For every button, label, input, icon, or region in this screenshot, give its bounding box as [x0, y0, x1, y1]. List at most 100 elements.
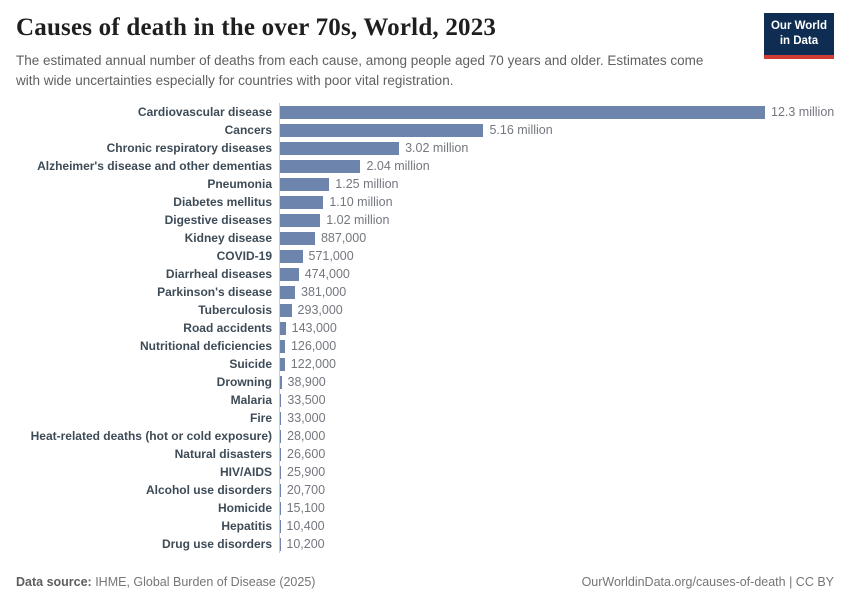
bar-area: 293,000	[279, 301, 834, 319]
bar-area: 28,000	[279, 427, 834, 445]
value-label: 1.02 million	[326, 213, 390, 227]
bar-area: 381,000	[279, 283, 834, 301]
chart-row: Road accidents 143,000	[16, 319, 834, 337]
category-label: Parkinson's disease	[157, 285, 272, 299]
category-label: Heat-related deaths (hot or cold exposur…	[30, 429, 272, 443]
chart-row: Kidney disease 887,000	[16, 229, 834, 247]
bar[interactable]	[280, 213, 321, 227]
value-label: 887,000	[320, 231, 367, 245]
value-label: 2.04 million	[366, 159, 430, 173]
value-label: 571,000	[308, 249, 354, 263]
chart-row: Pneumonia 1.25 million	[16, 175, 834, 193]
category-label: Digestive diseases	[164, 213, 272, 227]
chart-row: Homicide 15,100	[16, 499, 834, 517]
category-label: Malaria	[230, 393, 272, 407]
bar[interactable]	[280, 177, 330, 191]
category-label: Tuberculosis	[198, 303, 272, 317]
bar[interactable]	[280, 285, 296, 299]
category-label: Homicide	[217, 501, 272, 515]
chart-row: Fire 33,000	[16, 409, 834, 427]
data-source: Data source: IHME, Global Burden of Dise…	[16, 575, 315, 589]
value-label: 1.10 million	[329, 195, 393, 209]
bar[interactable]	[280, 141, 400, 155]
bar-area: 126,000	[279, 337, 834, 355]
category-label: Suicide	[229, 357, 272, 371]
bar-chart: Cardiovascular disease 12.3 million Cancer…	[16, 103, 834, 553]
chart-row: Alcohol use disorders 20,700	[16, 481, 834, 499]
category-label: Road accidents	[183, 321, 272, 335]
value-label: 10,200	[286, 537, 325, 551]
category-label: Cancers	[224, 123, 272, 137]
value-label: 38,900	[287, 375, 326, 389]
value-label: 143,000	[291, 321, 337, 335]
value-label: 1.25 million	[335, 177, 399, 191]
bar[interactable]	[280, 267, 299, 281]
page-title: Causes of death in the over 70s, World, …	[16, 14, 497, 41]
bar[interactable]	[280, 303, 292, 317]
bar-area: 1.10 million	[279, 193, 834, 211]
bar-area: 122,000	[279, 355, 834, 373]
bar[interactable]	[280, 393, 282, 407]
category-label: Kidney disease	[184, 231, 272, 245]
chart-row: Suicide 122,000	[16, 355, 834, 373]
bar-area: 10,200	[279, 535, 834, 553]
bar[interactable]	[280, 375, 282, 389]
bar[interactable]	[280, 501, 281, 515]
value-label: 28,000	[287, 429, 326, 443]
bar[interactable]	[280, 465, 282, 479]
value-label: 26,600	[287, 447, 326, 461]
bar[interactable]	[280, 249, 303, 263]
chart-row: Drug use disorders 10,200	[16, 535, 834, 553]
category-label: Natural disasters	[174, 447, 272, 461]
category-label: Diarrheal diseases	[165, 267, 272, 281]
bar[interactable]	[280, 321, 286, 335]
chart-row: Malaria 33,500	[16, 391, 834, 409]
chart-row: Diabetes mellitus 1.10 million	[16, 193, 834, 211]
credit-link[interactable]: OurWorldinData.org/causes-of-death | CC …	[581, 575, 834, 589]
bar-area: 1.02 million	[279, 211, 834, 229]
chart-row: Diarrheal diseases 474,000	[16, 265, 834, 283]
bar[interactable]	[280, 339, 285, 353]
bar-area: 20,700	[279, 481, 834, 499]
value-label: 126,000	[290, 339, 337, 353]
bar[interactable]	[280, 231, 315, 245]
owid-logo-line1: Our World	[770, 20, 827, 32]
bar-area: 33,500	[279, 391, 834, 409]
bar[interactable]	[280, 159, 361, 173]
bar[interactable]	[280, 483, 281, 497]
category-label: Alcohol use disorders	[145, 483, 272, 497]
chart-footer: Data source: IHME, Global Burden of Dise…	[16, 575, 834, 589]
category-label: Chronic respiratory diseases	[106, 141, 272, 155]
category-label: Nutritional deficiencies	[139, 339, 272, 353]
bar[interactable]	[280, 447, 282, 461]
chart-row: Alzheimer's disease and other dementias 2…	[16, 157, 834, 175]
bar[interactable]	[280, 429, 282, 443]
chart-row: COVID-19 571,000	[16, 247, 834, 265]
value-label: 25,900	[287, 465, 326, 479]
chart-row: Cardiovascular disease 12.3 million	[16, 103, 834, 121]
bar-area: 474,000	[279, 265, 834, 283]
bar-area: 12.3 million	[279, 103, 834, 121]
chart-row: HIV/AIDS 25,900	[16, 463, 834, 481]
chart-row: Heat-related deaths (hot or cold exposur…	[16, 427, 834, 445]
bar-area: 5.16 million	[279, 121, 834, 139]
category-label: HIV/AIDS	[219, 465, 272, 479]
chart-header: Causes of death in the over 70s, World, …	[0, 0, 850, 92]
bar[interactable]	[280, 357, 285, 371]
bar[interactable]	[280, 195, 324, 209]
chart-row: Hepatitis 10,400	[16, 517, 834, 535]
chart-row: Drowning 38,900	[16, 373, 834, 391]
chart-row: Natural disasters 26,600	[16, 445, 834, 463]
owid-logo-line2: in Data	[779, 34, 819, 47]
data-source-text: IHME, Global Burden of Disease (2025)	[91, 575, 316, 589]
bar[interactable]	[280, 123, 484, 137]
bar[interactable]	[280, 105, 765, 119]
category-label: Drowning	[216, 375, 272, 389]
bar[interactable]	[280, 411, 282, 425]
bar-area: 10,400	[279, 517, 834, 535]
value-label: 33,500	[287, 393, 326, 407]
owid-logo[interactable]: Our World in Data	[763, 13, 834, 59]
value-label: 15,100	[286, 501, 325, 515]
chart-row: Nutritional deficiencies 126,000	[16, 337, 834, 355]
